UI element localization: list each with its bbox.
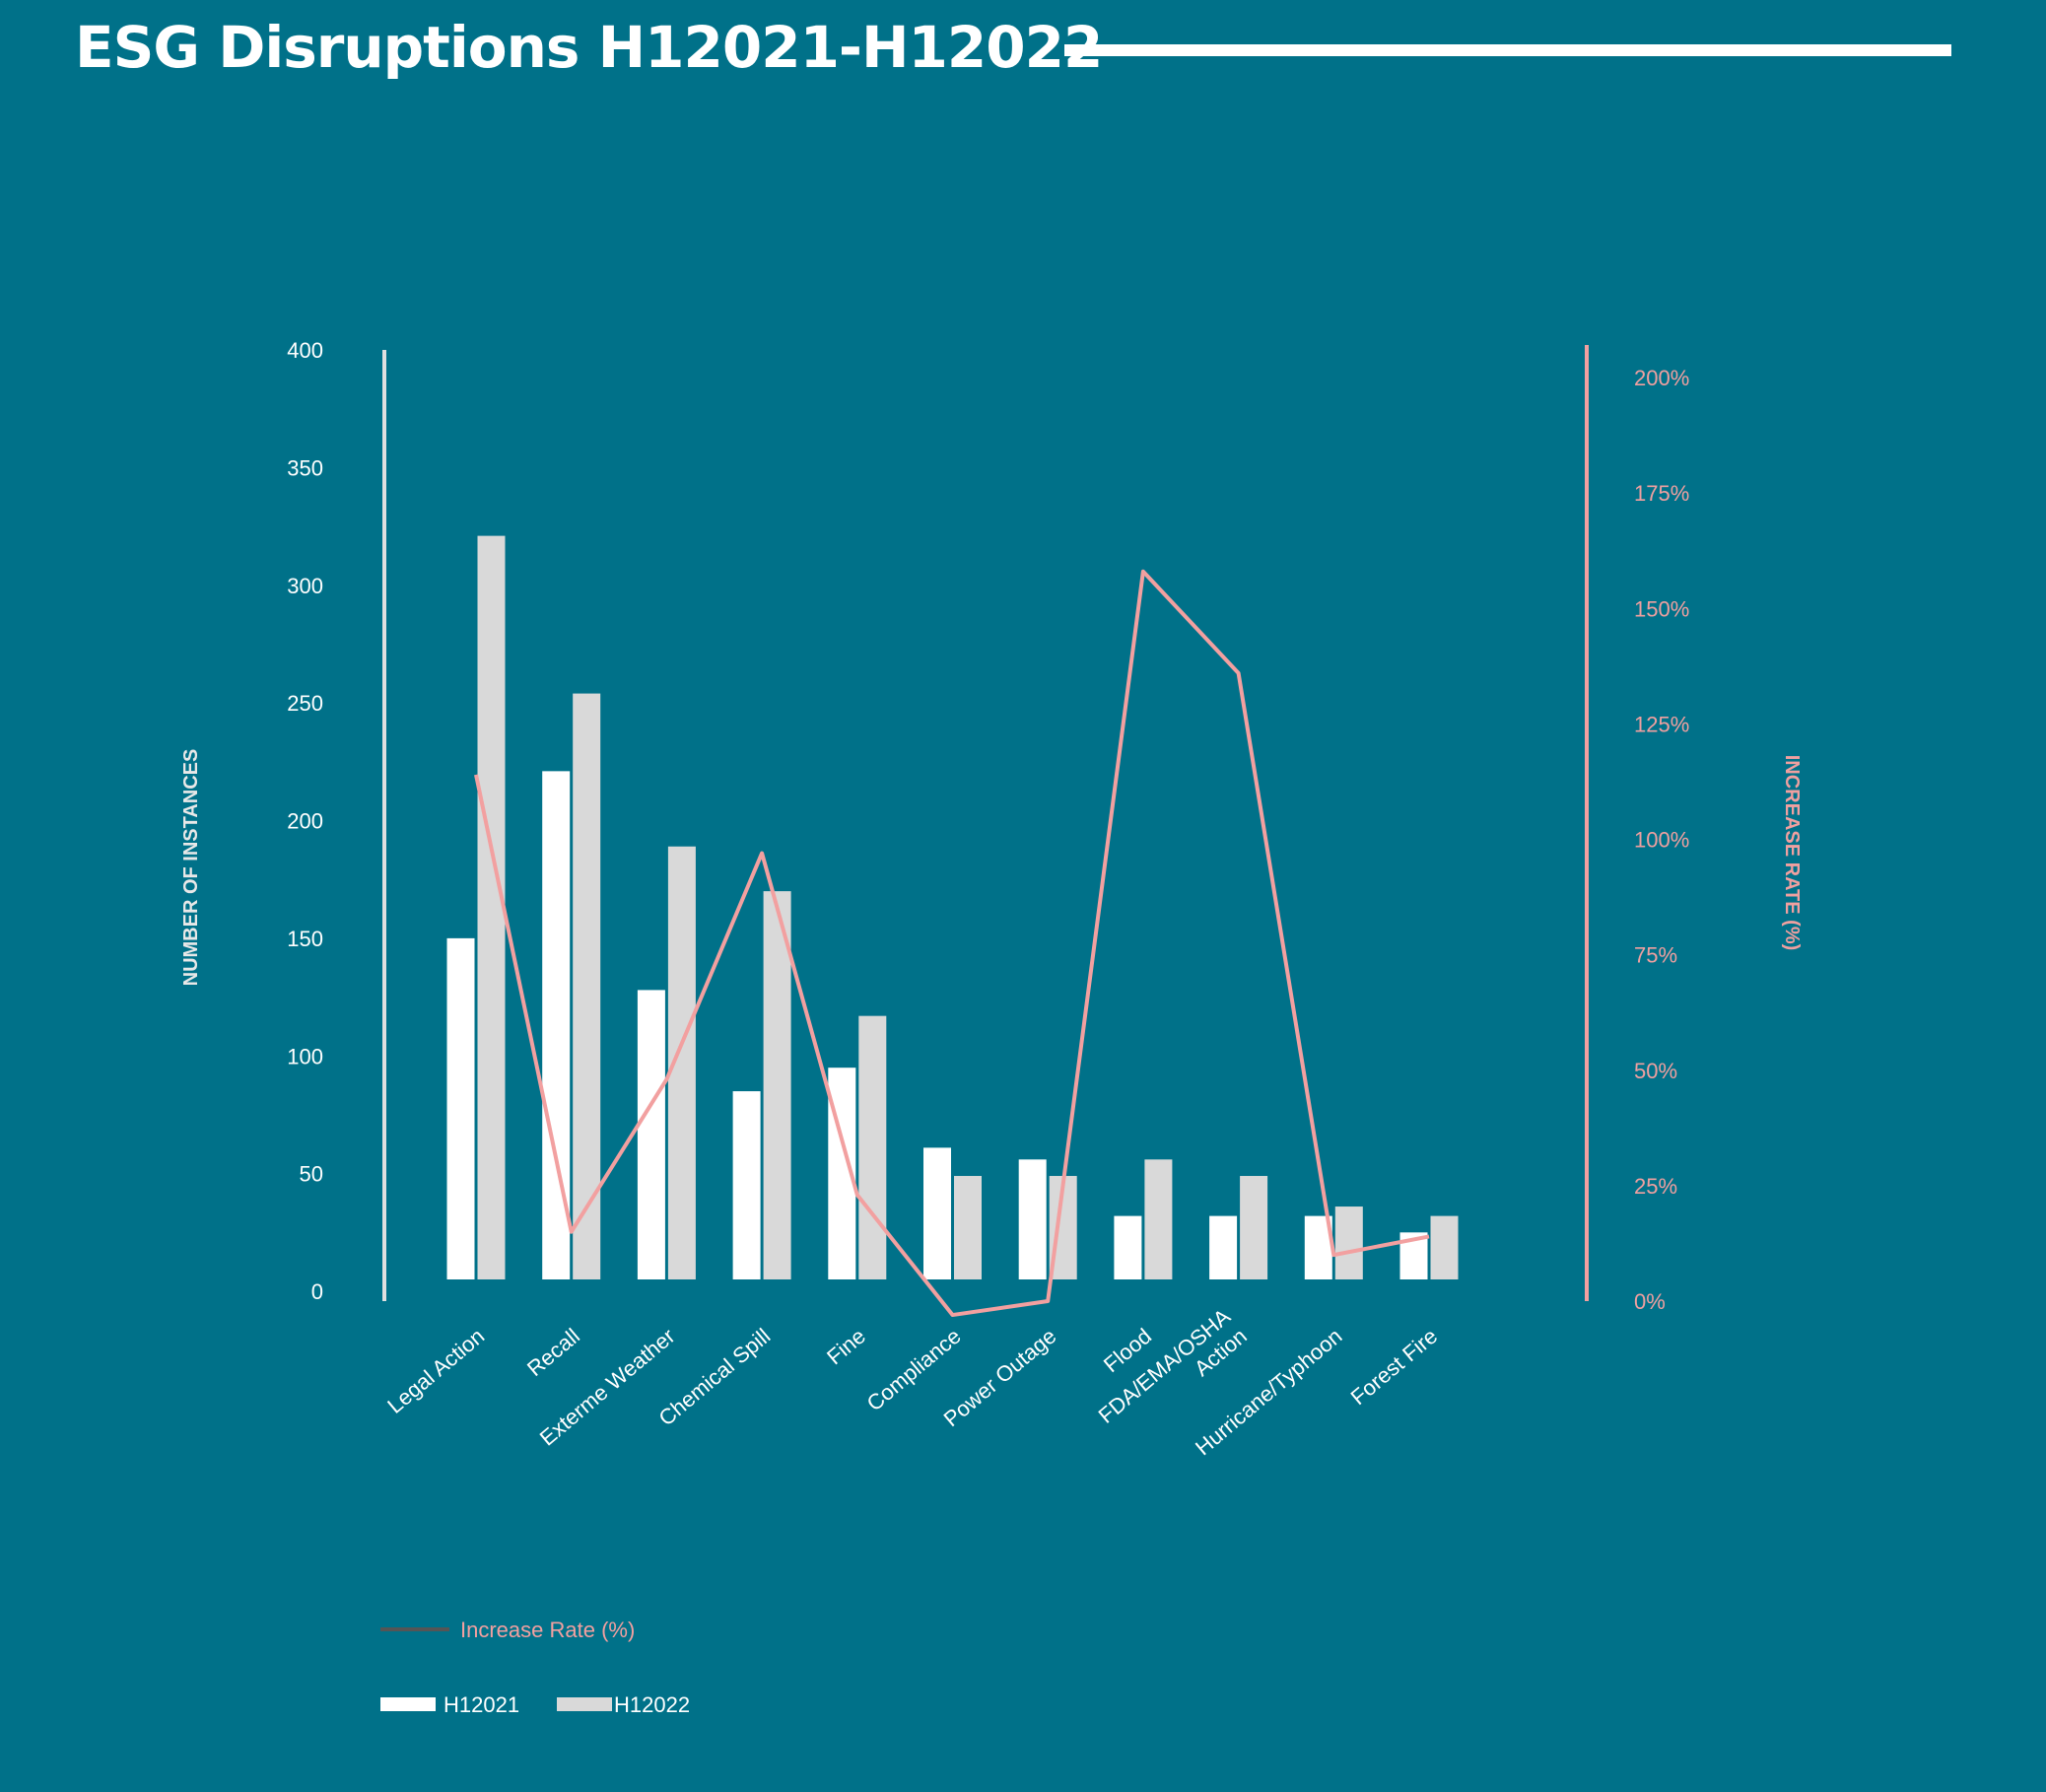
bar-h12022-7 bbox=[1144, 1159, 1173, 1279]
right-tick-label: 125% bbox=[1634, 712, 1689, 736]
bar-h12021-6 bbox=[1018, 1159, 1047, 1279]
right-tick-label: 100% bbox=[1634, 828, 1689, 853]
increase-rate-line-group bbox=[474, 569, 1430, 1318]
bar-h12021-0 bbox=[446, 937, 475, 1279]
left-tick-label: 350 bbox=[287, 455, 323, 480]
bar-h12022-5 bbox=[954, 1176, 982, 1279]
bar-h12021-3 bbox=[732, 1091, 761, 1279]
legend-label-h12022: H12022 bbox=[614, 1692, 690, 1717]
bar-h12022-3 bbox=[763, 891, 791, 1279]
bar-h12022-4 bbox=[858, 1015, 887, 1279]
legend-swatch-h12022 bbox=[557, 1697, 612, 1711]
bar-h12021-7 bbox=[1114, 1215, 1142, 1279]
increase-rate-line bbox=[474, 569, 1430, 1318]
legend-label-h12021: H12021 bbox=[443, 1692, 519, 1717]
right-tick-label: 150% bbox=[1634, 596, 1689, 621]
chart-title: ESG Disruptions H12021-H12022 bbox=[75, 14, 1103, 81]
bar-h12022-1 bbox=[573, 693, 601, 1279]
right-axis-title: INCREASE RATE (%) bbox=[1781, 755, 1803, 951]
right-tick-label: 75% bbox=[1634, 943, 1677, 968]
title-rule bbox=[1064, 44, 1951, 56]
legend-label-increase-rate: Increase Rate (%) bbox=[460, 1618, 635, 1642]
bar-h12022-8 bbox=[1240, 1176, 1268, 1279]
bar-marks bbox=[446, 535, 1459, 1279]
bar-h12021-8 bbox=[1209, 1215, 1238, 1279]
left-tick-label: 400 bbox=[287, 338, 323, 363]
right-tick-label: 200% bbox=[1634, 366, 1689, 390]
left-tick-label: 200 bbox=[287, 809, 323, 834]
bar-h12022-0 bbox=[477, 535, 506, 1279]
bar-h12021-5 bbox=[923, 1147, 951, 1279]
left-tick-label: 300 bbox=[287, 574, 323, 598]
bar-h12021-2 bbox=[637, 990, 665, 1279]
right-axis-ticks: 0% 25% 50% 75% 100% 125% 150% 175% 200% bbox=[1634, 366, 1689, 1314]
legend: Increase Rate (%) H12021 H12022 bbox=[380, 1618, 690, 1717]
category-label: Forest Fire bbox=[1346, 1324, 1443, 1411]
right-tick-label: 50% bbox=[1634, 1059, 1677, 1083]
left-tick-label: 100 bbox=[287, 1044, 323, 1068]
category-label: Legal Action bbox=[382, 1324, 489, 1418]
right-tick-label: 175% bbox=[1634, 481, 1689, 506]
bar-h12022-10 bbox=[1430, 1215, 1459, 1279]
right-tick-label: 0% bbox=[1634, 1289, 1666, 1314]
bar-h12022-9 bbox=[1334, 1206, 1363, 1279]
category-label: Recall bbox=[522, 1324, 584, 1381]
legend-swatch-h12021 bbox=[380, 1697, 436, 1711]
right-tick-label: 25% bbox=[1634, 1174, 1677, 1199]
left-tick-label: 0 bbox=[311, 1279, 323, 1304]
left-tick-label: 250 bbox=[287, 691, 323, 716]
category-label: Fine bbox=[822, 1324, 870, 1370]
left-axis-ticks: 0 50 100 150 200 250 300 350 400 bbox=[287, 338, 323, 1304]
left-tick-label: 50 bbox=[300, 1162, 323, 1187]
left-tick-label: 150 bbox=[287, 927, 323, 951]
left-axis-title: NUMBER OF INSTANCES bbox=[180, 749, 202, 987]
